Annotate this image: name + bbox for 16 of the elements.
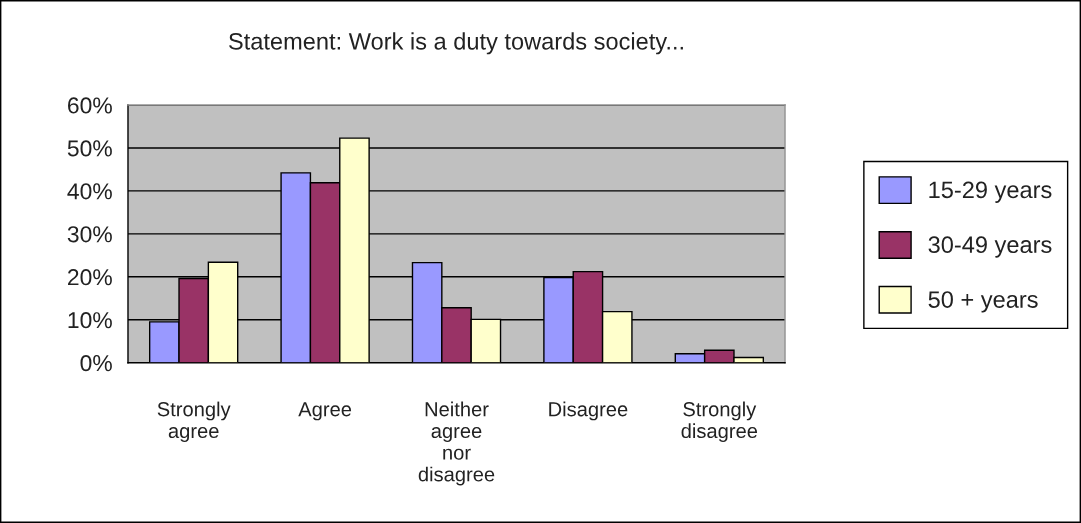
x-tick-label: Strongly agree <box>157 401 231 443</box>
legend-label: 50 + years <box>928 291 1038 313</box>
chart-title: Statement: Work is a duty towards society... <box>229 32 683 55</box>
y-tick-label: 30% <box>67 226 112 243</box>
y-tick-label: 10% <box>68 312 112 329</box>
x-tick-label: Disagree <box>549 401 628 421</box>
legend-label: 15-29 years <box>929 181 1052 203</box>
x-tick-label: Agree <box>298 402 352 421</box>
legend-label: 30-49 years <box>928 236 1052 258</box>
y-tick-label: 50% <box>67 140 112 157</box>
x-tick-label: Strongly disagree <box>681 401 758 443</box>
y-tick-label: 60% <box>68 97 112 114</box>
x-tick-label: Neither agree nor disagree <box>418 401 495 486</box>
y-tick-label: 40% <box>67 183 112 200</box>
y-tick-label: 20% <box>68 269 112 286</box>
y-tick-label: 0% <box>80 355 112 372</box>
